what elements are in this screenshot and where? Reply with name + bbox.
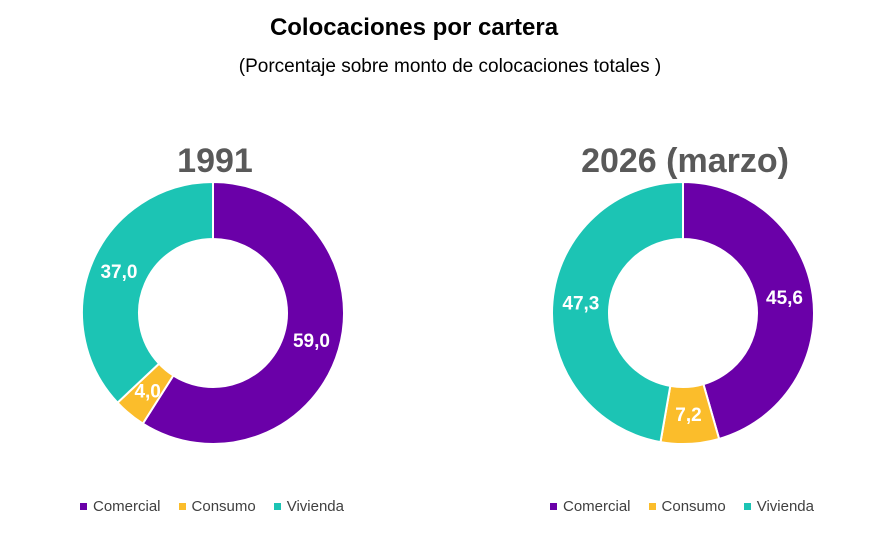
legend-item-consumo: Consumo [648, 498, 726, 515]
donut-slice-1991-comercial [141, 180, 345, 445]
legend-label-comercial: Comercial [93, 498, 161, 515]
legend-label-vivienda: Vivienda [756, 498, 814, 515]
legend-label-consumo: Consumo [661, 498, 726, 515]
legend-label-vivienda: Vivienda [286, 498, 344, 515]
legend-swatch-comercial [80, 503, 87, 510]
data-label-2026-marzo--comercial: 45,6 [766, 288, 803, 309]
donut-slice-2026-marzo--vivienda [551, 180, 684, 444]
data-label-1991-comercial: 59,0 [293, 331, 330, 352]
legend-2026: Comercial Consumo Vivienda [550, 498, 832, 515]
data-label-1991-vivienda: 37,0 [100, 262, 137, 283]
legend-swatch-consumo [178, 503, 186, 510]
legend-label-consumo: Consumo [191, 498, 256, 515]
legend-item-vivienda: Vivienda [743, 498, 814, 515]
page-subtitle: (Porcentaje sobre monto de colocaciones … [238, 56, 662, 77]
legend-swatch-comercial [550, 503, 557, 510]
data-label-2026-marzo--vivienda: 47,3 [562, 294, 599, 315]
legend-swatch-consumo [648, 503, 656, 510]
donut-slice-2026-marzo--comercial [682, 180, 815, 441]
donut-slice-1991-vivienda [81, 180, 214, 405]
data-label-2026-marzo--consumo: 7,2 [675, 405, 701, 426]
data-label-1991-consumo: 4,0 [134, 381, 160, 402]
legend-1991: Comercial Consumo Vivienda [80, 498, 362, 515]
legend-item-vivienda: Vivienda [273, 498, 344, 515]
legend-label-comercial: Comercial [563, 498, 631, 515]
legend-swatch-vivienda [273, 503, 281, 510]
chart-title-2026: 2026 (marzo) [581, 142, 789, 180]
legend-swatch-vivienda [743, 503, 751, 510]
chart-title-1991: 1991 [177, 142, 253, 180]
legend-item-comercial: Comercial [550, 498, 631, 515]
legend-item-comercial: Comercial [80, 498, 161, 515]
legend-item-consumo: Consumo [178, 498, 256, 515]
page-title: Colocaciones por cartera [269, 14, 559, 41]
